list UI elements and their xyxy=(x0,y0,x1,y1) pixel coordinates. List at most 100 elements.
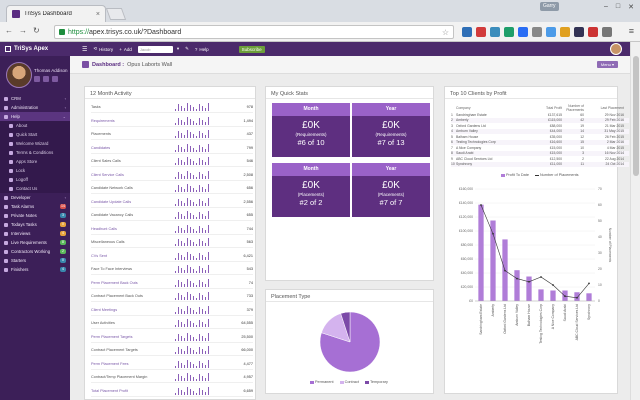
sidebar-item[interactable]: Help ⌄ xyxy=(0,112,70,121)
activity-label[interactable]: Client Meetings xyxy=(91,307,118,312)
extension-icon[interactable] xyxy=(476,27,486,37)
table-row[interactable]: 4 Amburn Valley £44,000 14 31 May 2015 xyxy=(451,128,629,134)
extension-icon[interactable] xyxy=(588,27,598,37)
sidebar-item[interactable]: Finishers 4 xyxy=(0,265,70,274)
activity-label[interactable]: Perm Placement Fees xyxy=(91,361,129,366)
close-window-icon[interactable]: ✕ xyxy=(628,4,634,11)
activity-label[interactable]: Perm Placement Back Outs xyxy=(91,280,138,285)
table-row[interactable]: 5 Balham House £35,000 12 26 Feb 2015 xyxy=(451,134,629,140)
extension-icon[interactable] xyxy=(490,27,500,37)
sparkline-bar xyxy=(193,323,195,327)
address-bar[interactable]: https://apex.trisys.co.uk/?Dashboard ☆ xyxy=(54,25,454,39)
pie-slice-permanent[interactable] xyxy=(319,311,381,373)
quick-stat-tile[interactable]: Month £0K (Placements) #2 of 2 xyxy=(272,163,350,217)
page-menu-button[interactable]: Menu ▾ xyxy=(596,61,618,68)
sidebar-item[interactable]: CRM ‹ xyxy=(0,94,70,103)
table-row[interactable]: 1 Sandringham Estate £137,615 60 29 Nov 2016 xyxy=(451,112,629,118)
table-row[interactable]: 10 Synchrony £11,000 11 24 Oct 2014 xyxy=(451,161,629,167)
extension-icon[interactable] xyxy=(560,27,570,37)
sparkline-bar xyxy=(208,386,210,395)
extension-icon[interactable] xyxy=(518,27,528,37)
subscribe-button[interactable]: Subscribe xyxy=(238,45,265,53)
activity-label[interactable]: Client Service Calls xyxy=(91,172,124,177)
sidebar-item[interactable]: Apps Store xyxy=(0,157,70,166)
activity-label[interactable]: Headhunt Calls xyxy=(91,226,117,231)
sparkline-bar xyxy=(208,170,210,179)
help-button[interactable]: ? Help xyxy=(195,47,209,52)
extension-icon[interactable] xyxy=(532,27,542,37)
table-row[interactable]: 9 ABC Cloud Services Ltd £12,500 2 22 Aug 20… xyxy=(451,156,629,162)
sidebar-item[interactable]: Contractors Working 2 xyxy=(0,247,70,256)
activity-label[interactable]: Total Placement Profit xyxy=(91,388,128,393)
activity-value: 6,659 xyxy=(243,388,253,393)
sidebar-item[interactable]: Lock xyxy=(0,166,70,175)
settings-icon[interactable]: ✎ xyxy=(185,46,189,51)
sidebar-item[interactable]: Task Alarms 14 xyxy=(0,202,70,211)
history-button[interactable]: ⟲ History xyxy=(93,46,113,52)
bookmark-star-icon[interactable]: ☆ xyxy=(441,27,449,37)
new-tab-button[interactable] xyxy=(105,8,127,20)
profile-settings-icon[interactable] xyxy=(34,76,40,82)
sidebar-item[interactable]: Quick Start xyxy=(0,130,70,139)
quick-stat-tile[interactable]: Year £0K (Requirements) #7 of 13 xyxy=(352,103,430,157)
y2-axis-label: Number of Placements xyxy=(608,228,612,263)
sidebar-item[interactable]: Todays Tasks 0 xyxy=(0,220,70,229)
extension-icon[interactable] xyxy=(462,27,472,37)
extension-icon[interactable] xyxy=(602,27,612,37)
close-tab-icon[interactable]: × xyxy=(95,10,100,18)
browser-tab[interactable]: TriSys Dashboard × xyxy=(6,5,106,22)
pie-slice-temporary[interactable] xyxy=(340,311,351,343)
sidebar-item[interactable]: Developer ‹ xyxy=(0,193,70,202)
activity-value: 563 xyxy=(246,240,253,244)
sidebar-item[interactable]: Administration ‹ xyxy=(0,103,70,112)
filter-icon[interactable]: ▾ xyxy=(176,46,180,51)
profile-lock-icon[interactable] xyxy=(52,76,58,82)
sparkline-bar xyxy=(184,351,186,354)
bar xyxy=(526,276,532,301)
brand[interactable]: TriSys Apex xyxy=(0,46,82,52)
page-scrollbar[interactable] xyxy=(630,42,640,400)
activity-label[interactable]: Candidates xyxy=(91,145,111,150)
quick-stat-rank: #7 of 13 xyxy=(377,138,405,147)
quick-stat-tile[interactable]: Month £0K (Requirements) #6 of 10 xyxy=(272,103,350,157)
user-avatar[interactable] xyxy=(610,43,622,55)
activity-label[interactable]: Perm Placement Targets xyxy=(91,334,133,339)
line-point xyxy=(504,269,506,272)
sidebar-item[interactable]: Terms & Conditions xyxy=(0,148,70,157)
activity-label[interactable]: Requirements xyxy=(91,118,115,123)
back-icon[interactable]: ← xyxy=(5,26,13,35)
minimize-icon[interactable]: – xyxy=(603,3,608,10)
extension-icon[interactable] xyxy=(574,27,584,37)
browser-menu-icon[interactable]: ≡ xyxy=(628,26,634,36)
profile-avatar[interactable] xyxy=(6,62,32,88)
table-row[interactable]: 8 Saudi Arabi £15,000 3 16 Nov 2014 xyxy=(451,150,629,156)
forward-icon[interactable]: → xyxy=(19,26,27,35)
scrollbar-thumb[interactable] xyxy=(633,56,639,176)
sidebar-item[interactable]: Interviews 4 xyxy=(0,229,70,238)
sparkline-bar xyxy=(205,108,207,111)
table-row[interactable]: 3 Oxford Gardens Ltd £88,000 19 21 Mar 2015 xyxy=(451,123,629,129)
sidebar-item[interactable]: Live Requirements 8 xyxy=(0,238,70,247)
sidebar-item[interactable]: Private Notes 3 xyxy=(0,211,70,220)
sidebar-item[interactable]: Welcome Wizard xyxy=(0,139,70,148)
activity-label[interactable]: CVs Sent xyxy=(91,253,108,258)
menu-toggle-icon[interactable]: ☰ xyxy=(82,46,88,53)
sidebar-item[interactable]: Logoff xyxy=(0,175,70,184)
activity-label[interactable]: Candidate Update Calls xyxy=(91,199,132,204)
activity-row: CVs Sent 6,421 xyxy=(91,251,253,262)
browser-user-chip[interactable]: Garry xyxy=(540,2,559,11)
extension-icon[interactable] xyxy=(546,27,556,37)
add-button[interactable]: + Add xyxy=(119,47,132,52)
search-input[interactable]: Jacob xyxy=(137,45,173,53)
profile-mail-icon[interactable] xyxy=(43,76,49,82)
sidebar-item[interactable]: About xyxy=(0,121,70,130)
table-row[interactable]: 2 Amberly £115,000 42 29 Feb 2016 xyxy=(451,117,629,123)
table-row[interactable]: 6 Testing Technologies Corp £16,600 15 2 Mar… xyxy=(451,139,629,145)
extension-icon[interactable] xyxy=(504,27,514,37)
reload-icon[interactable]: ↻ xyxy=(33,26,40,35)
sidebar-item[interactable]: Contact Us xyxy=(0,184,70,193)
quick-stat-tile[interactable]: Year £0K (Placements) #7 of 7 xyxy=(352,163,430,217)
sidebar-item[interactable]: Starters 0 xyxy=(0,256,70,265)
maximize-icon[interactable]: □ xyxy=(615,3,621,10)
